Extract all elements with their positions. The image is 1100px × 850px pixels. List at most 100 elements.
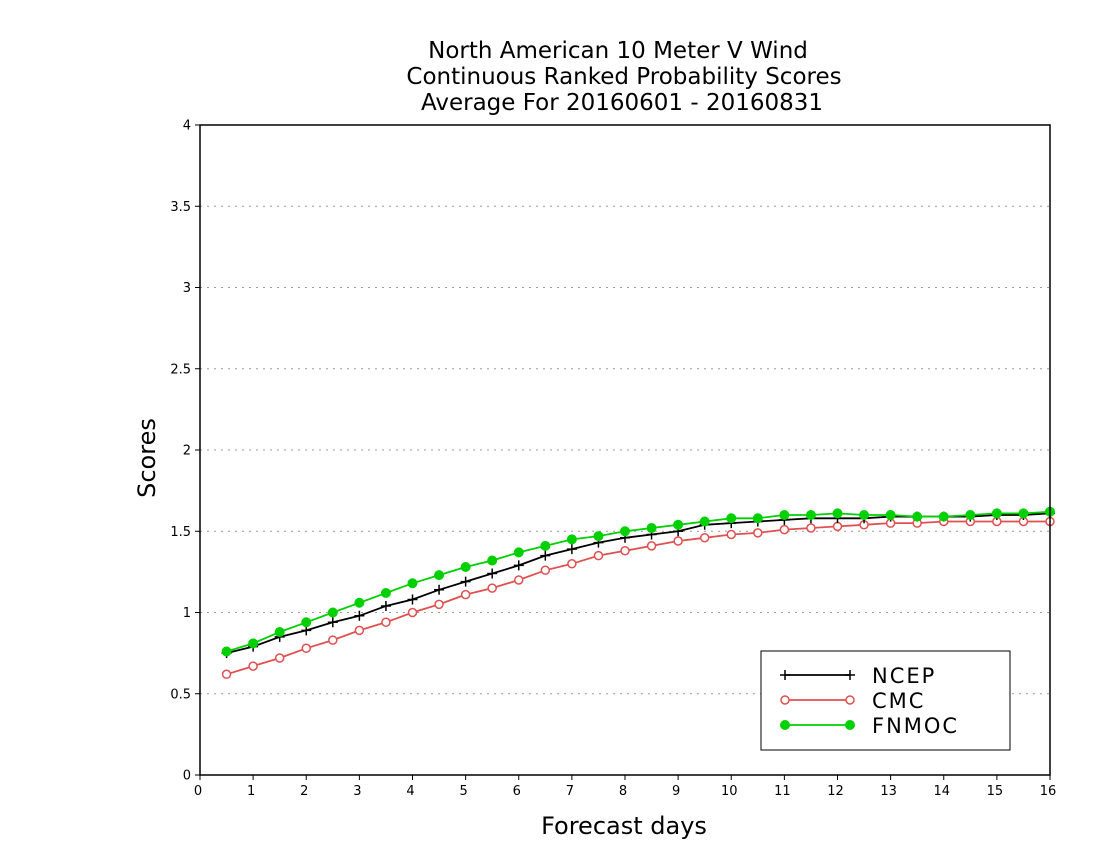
data-point-cmc bbox=[753, 528, 763, 538]
data-point-cmc bbox=[487, 583, 497, 593]
legend-label: FNMOC bbox=[872, 714, 959, 738]
data-point-fnmoc bbox=[460, 562, 471, 572]
data-point-cmc bbox=[354, 625, 365, 636]
data-point-fnmoc bbox=[620, 526, 630, 537]
series-cmc bbox=[221, 516, 1055, 679]
data-point-cmc bbox=[726, 529, 736, 540]
data-point-ncep bbox=[540, 550, 551, 561]
data-point-ncep bbox=[380, 601, 391, 611]
y-tick-label: 1.5 bbox=[170, 525, 191, 540]
data-point-cmc bbox=[248, 661, 258, 671]
data-point-fnmoc bbox=[274, 627, 285, 637]
x-tick-label: 10 bbox=[721, 784, 738, 799]
chart-title: North American 10 Meter V Wind Continuou… bbox=[406, 38, 841, 116]
x-tick-label: 0 bbox=[194, 784, 202, 799]
legend-item-cmc: CMC bbox=[780, 689, 925, 713]
y-tick-label: 2 bbox=[183, 444, 191, 459]
y-tick-label: 2.5 bbox=[170, 362, 191, 377]
data-point-fnmoc bbox=[673, 519, 684, 530]
data-point-cmc bbox=[620, 546, 630, 556]
legend-marker bbox=[845, 720, 855, 730]
x-tick-label: 12 bbox=[827, 784, 844, 799]
data-point-cmc bbox=[328, 635, 338, 645]
data-point-fnmoc bbox=[965, 510, 976, 520]
data-point-fnmoc bbox=[938, 511, 949, 522]
x-tick-label: 15 bbox=[987, 784, 1004, 799]
x-tick-label: 5 bbox=[459, 784, 467, 799]
data-point-fnmoc bbox=[248, 638, 259, 649]
y-tick-label: 0 bbox=[183, 769, 191, 784]
data-point-ncep bbox=[407, 594, 418, 605]
x-tick-label: 9 bbox=[672, 784, 680, 799]
series-line-fnmoc bbox=[226, 510, 1051, 653]
plot-area-frame bbox=[199, 124, 1051, 776]
x-tick-label: 14 bbox=[933, 784, 950, 799]
data-point-fnmoc bbox=[487, 555, 498, 566]
data-point-fnmoc bbox=[513, 547, 524, 558]
data-point-fnmoc bbox=[885, 510, 896, 520]
data-point-fnmoc bbox=[699, 516, 710, 527]
chart-title-line-3: Average For 20160601 - 20160831 bbox=[421, 90, 823, 116]
series-line-ncep bbox=[226, 512, 1051, 654]
x-tick-label: 2 bbox=[300, 784, 308, 799]
data-point-cmc bbox=[699, 533, 710, 543]
y-tick-label: 1 bbox=[183, 606, 191, 621]
data-point-fnmoc bbox=[354, 597, 365, 608]
y-tick-label: 4 bbox=[183, 119, 191, 134]
data-point-ncep bbox=[327, 617, 338, 628]
legend-item-fnmoc: FNMOC bbox=[780, 714, 959, 738]
data-point-fnmoc bbox=[805, 510, 816, 520]
x-tick-label: 6 bbox=[513, 784, 521, 799]
data-point-fnmoc bbox=[859, 510, 870, 520]
legend-marker bbox=[780, 695, 790, 705]
data-point-fnmoc bbox=[752, 513, 763, 524]
data-point-fnmoc bbox=[726, 513, 737, 524]
data-point-cmc bbox=[460, 589, 471, 600]
y-tick-label: 3 bbox=[183, 281, 191, 296]
data-point-fnmoc bbox=[301, 617, 312, 628]
data-point-cmc bbox=[593, 550, 604, 561]
x-tick-label: 1 bbox=[247, 784, 255, 799]
x-tick-label: 13 bbox=[880, 784, 897, 799]
data-point-ncep bbox=[354, 610, 365, 621]
legend-label: CMC bbox=[872, 689, 925, 713]
data-point-cmc bbox=[301, 643, 311, 653]
x-tick-label: 8 bbox=[619, 784, 627, 799]
data-point-cmc bbox=[646, 541, 657, 551]
data-point-fnmoc bbox=[380, 588, 391, 598]
data-point-fnmoc bbox=[221, 646, 232, 657]
x-tick-label: 3 bbox=[353, 784, 361, 799]
data-point-cmc bbox=[540, 565, 551, 575]
data-point-ncep bbox=[460, 576, 471, 587]
x-tick-label: 4 bbox=[406, 784, 414, 799]
data-point-cmc bbox=[407, 607, 418, 618]
legend-marker bbox=[780, 670, 790, 680]
x-tick-label: 11 bbox=[774, 784, 791, 799]
data-point-cmc bbox=[673, 536, 683, 546]
data-point-cmc bbox=[832, 521, 843, 532]
data-point-cmc bbox=[514, 575, 524, 585]
data-point-fnmoc bbox=[832, 508, 843, 519]
data-point-cmc bbox=[567, 559, 577, 569]
data-point-ncep bbox=[434, 584, 445, 595]
y-tick-label: 3.5 bbox=[170, 200, 191, 215]
gridlines bbox=[200, 205, 1050, 695]
legend-item-ncep: NCEP bbox=[780, 664, 934, 688]
data-point-fnmoc bbox=[593, 531, 604, 542]
data-point-cmc bbox=[806, 523, 816, 533]
data-point-cmc bbox=[779, 524, 790, 535]
data-point-fnmoc bbox=[912, 511, 923, 522]
x-axis-ticks: 0 1 2 3 4 5 6 7 8 9 10 11 12 13 14 15 16 bbox=[194, 775, 1056, 799]
data-point-fnmoc bbox=[566, 534, 577, 545]
x-axis-label: Forecast days bbox=[541, 812, 707, 840]
legend-marker bbox=[845, 670, 855, 680]
data-point-fnmoc bbox=[327, 607, 338, 618]
data-series bbox=[221, 506, 1055, 679]
data-point-ncep bbox=[513, 560, 524, 571]
data-point-cmc bbox=[221, 669, 232, 679]
data-point-fnmoc bbox=[646, 523, 657, 533]
legend-marker bbox=[845, 695, 855, 705]
